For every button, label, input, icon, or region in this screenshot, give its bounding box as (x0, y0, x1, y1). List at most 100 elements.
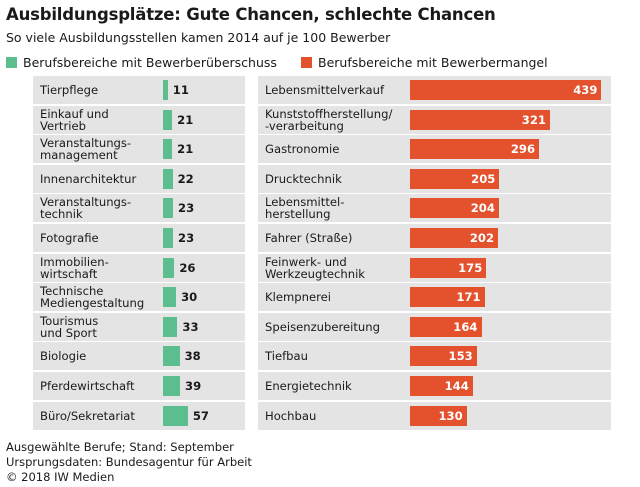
bar: 205 (410, 168, 500, 189)
data-label: 202 (469, 231, 495, 245)
data-label: 153 (448, 349, 473, 364)
surplus-row: Tourismus und Sport 33 (33, 312, 245, 341)
footer-source: Ursprungsdaten: Bundesagentur für Arbeit (6, 455, 252, 469)
bar (163, 346, 180, 367)
surplus-row: Pferdewirtschaft 39 (33, 372, 245, 400)
bar: 204 (410, 198, 499, 219)
data-label: 204 (470, 201, 495, 216)
surplus-row: Immobilien-wirtschaft 26 (33, 253, 245, 282)
data-label: 321 (521, 112, 546, 127)
chart-title: Ausbildungsplätze: Gute Chancen, schlech… (6, 5, 496, 24)
bar: 164 (410, 316, 482, 337)
bar: 130 (410, 405, 467, 426)
footer-notes: Ausgewählte Berufe; Stand: September Urs… (6, 440, 252, 485)
bar (163, 405, 188, 426)
legend-swatch-surplus (6, 57, 17, 68)
category-label: Klempnerei (265, 290, 331, 305)
surplus-row: Veranstaltungs-technik 23 (33, 194, 245, 223)
category-label: Drucktechnik (265, 171, 342, 186)
legend-label-shortage: Berufsbereiche mit Bewerbermangel (318, 55, 548, 70)
data-label: 21 (177, 112, 194, 127)
surplus-row: Veranstaltungs-management 21 (33, 135, 245, 164)
shortage-row: Tiefbau 153 (258, 342, 611, 371)
data-label: 30 (181, 290, 198, 305)
surplus-row: Tierpflege 11 (33, 76, 245, 104)
shortage-row: Klempnerei 171 (258, 283, 611, 312)
legend-label-surplus: Berufsbereiche mit Bewerberüberschuss (23, 55, 277, 70)
category-label: Technische Mediengestaltung (40, 284, 145, 311)
bar (163, 198, 174, 219)
bar: 439 (410, 80, 602, 100)
category-label: Tiefbau (265, 349, 308, 364)
category-label: Energietechnik (265, 379, 352, 393)
category-label: Hochbau (265, 408, 317, 423)
category-label: Veranstaltungs-management (40, 136, 132, 163)
data-label: 21 (177, 142, 194, 157)
bar: 296 (410, 139, 540, 160)
shortage-row: Gastronomie 296 (258, 135, 611, 164)
bar (163, 316, 178, 337)
category-label: Innenarchitektur (40, 171, 137, 186)
bar: 321 (410, 109, 550, 130)
category-label: Fahrer (Straße) (265, 231, 353, 245)
data-label: 11 (172, 83, 189, 97)
bar (163, 109, 173, 130)
bar (163, 376, 180, 396)
shortage-row: Lebensmittel-herstellung 204 (258, 194, 611, 223)
shortage-row: Hochbau 130 (258, 401, 611, 430)
bar: 144 (410, 376, 473, 396)
bar (163, 228, 174, 248)
data-label: 39 (185, 379, 202, 393)
shortage-row: Kunststoffherstellung/-verarbeitung 321 (258, 105, 611, 134)
category-label: Tierpflege (40, 83, 99, 97)
data-label: 130 (438, 408, 463, 423)
legend-item-shortage: Berufsbereiche mit Bewerbermangel (301, 55, 548, 70)
legend-item-surplus: Berufsbereiche mit Bewerberüberschuss (6, 55, 277, 70)
shortage-row: Feinwerk- und Werkzeugtechnik 175 (258, 253, 611, 282)
bar (163, 80, 168, 100)
data-label: 38 (184, 349, 201, 364)
data-label: 175 (458, 260, 483, 275)
surplus-row: Einkauf und Vertrieb 21 (33, 105, 245, 134)
category-label: Lebensmittel-herstellung (265, 195, 345, 222)
data-label: 57 (192, 408, 209, 423)
category-label: Fotografie (40, 231, 99, 245)
footer-note: Ausgewählte Berufe; Stand: September (6, 440, 234, 454)
chart-subtitle: So viele Ausbildungsstellen kamen 2014 a… (6, 30, 391, 45)
surplus-row: Biologie 38 (33, 342, 245, 371)
surplus-row: Technische Mediengestaltung 30 (33, 283, 245, 312)
category-label: Veranstaltungs-technik (40, 195, 132, 222)
data-label: 144 (444, 379, 469, 393)
category-label: Immobilien-wirtschaft (40, 254, 109, 281)
data-label: 22 (177, 171, 194, 186)
category-label: Biologie (40, 349, 87, 364)
category-label: Kunststoffherstellung/-verarbeitung (265, 106, 393, 133)
surplus-row: Innenarchitektur 22 (33, 164, 245, 193)
category-label: Speisenzubereitung (265, 319, 380, 334)
data-label: 23 (178, 201, 195, 216)
shortage-row: Drucktechnik 205 (258, 164, 611, 193)
bar: 175 (410, 257, 487, 278)
shortage-row: Fahrer (Straße) 202 (258, 224, 611, 252)
category-label: Tourismus und Sport (40, 313, 99, 340)
category-label: Lebensmittelverkauf (265, 83, 385, 97)
data-label: 26 (179, 260, 196, 275)
data-label: 439 (573, 83, 598, 97)
bar: 153 (410, 346, 477, 367)
category-label: Gastronomie (265, 142, 340, 157)
data-label: 205 (471, 171, 496, 186)
data-label: 164 (453, 319, 478, 334)
data-label: 33 (182, 319, 199, 334)
surplus-row: Büro/Sekretariat 57 (33, 401, 245, 430)
data-label: 296 (510, 142, 536, 157)
category-label: Büro/Sekretariat (40, 408, 135, 423)
footer-copyright: © 2018 IW Medien (6, 470, 115, 484)
category-label: Pferdewirtschaft (40, 379, 135, 393)
shortage-row: Speisenzubereitung 164 (258, 312, 611, 341)
bar (163, 168, 173, 189)
bar (163, 287, 177, 308)
category-label: Feinwerk- und Werkzeugtechnik (265, 254, 366, 281)
bar (163, 139, 173, 160)
bar: 171 (410, 287, 485, 308)
legend-swatch-shortage (301, 57, 312, 68)
